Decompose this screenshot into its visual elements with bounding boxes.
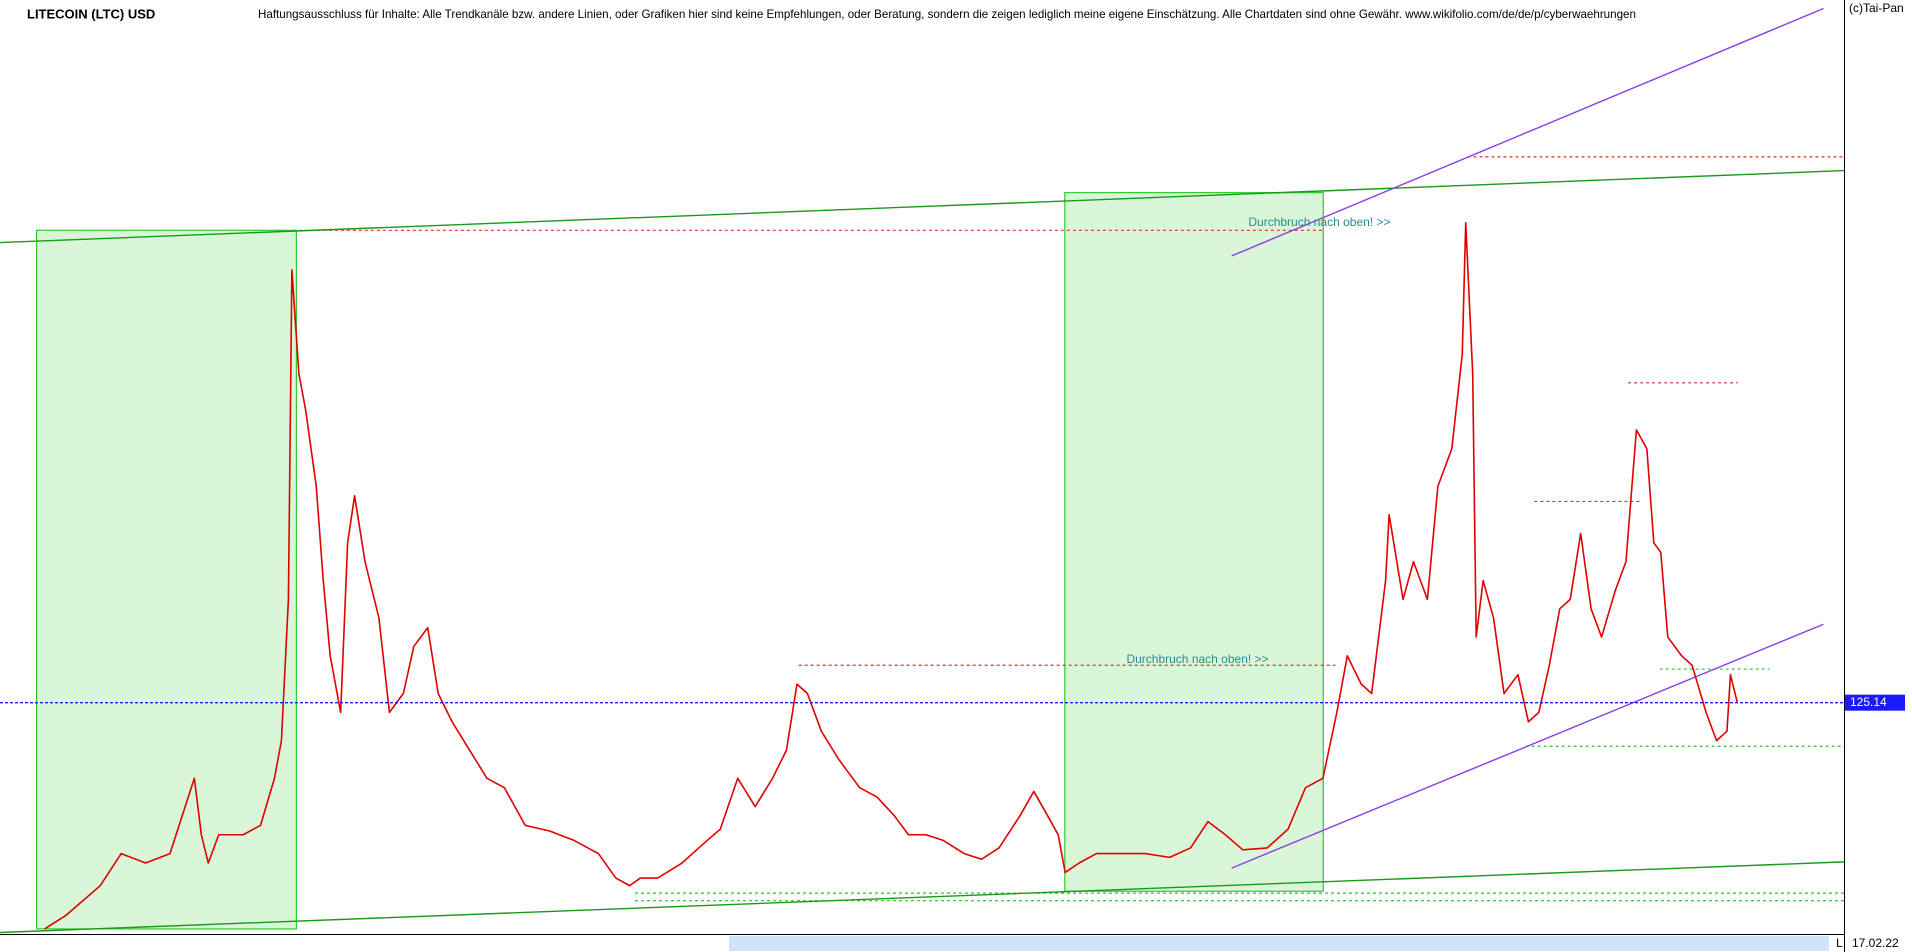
highlight-zone	[1064, 192, 1324, 892]
trend-line	[1231, 623, 1824, 869]
highlight-zone	[35, 229, 298, 930]
last-price-label: 125.14	[1850, 695, 1887, 709]
chart-title: LITECOIN (LTC) USD	[27, 6, 155, 21]
last-date: 17.02.22	[1852, 936, 1899, 950]
annotation: Durchbruch nach oben! >>	[1248, 215, 1390, 229]
annotation: Durchbruch nach oben! >>	[1126, 652, 1268, 666]
corner-label: L	[1836, 936, 1843, 950]
last-price-box	[1845, 694, 1905, 711]
x-axis-range-band	[729, 936, 1829, 951]
drawings-layer	[0, 7, 1845, 934]
trend-line	[0, 169, 1845, 244]
trend-line	[1231, 7, 1824, 257]
data-layer	[0, 221, 1844, 930]
disclaimer: Haftungsausschluss für Inhalte: Alle Tre…	[258, 8, 1636, 21]
price-line	[44, 221, 1739, 930]
trend-line	[0, 861, 1845, 934]
text-layer: LITECOIN (LTC) USD Haftungsausschluss fü…	[27, 1, 1905, 950]
copyright: (c)Tai-Pan	[1849, 1, 1904, 15]
